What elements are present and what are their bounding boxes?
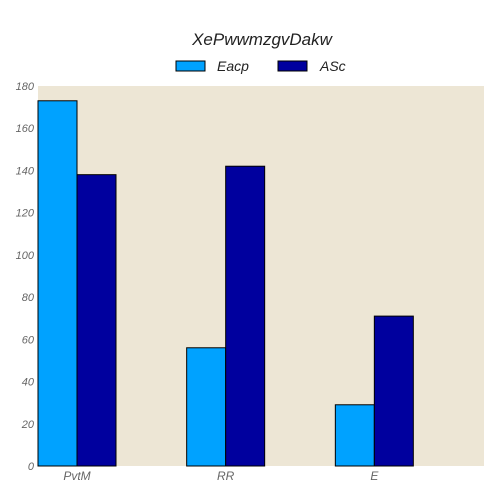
x-tick-label: RR [217, 469, 235, 483]
y-tick-label: 180 [16, 81, 35, 93]
y-tick-label: 100 [16, 250, 35, 262]
y-tick-label: 0 [28, 461, 35, 473]
y-tick-label: 80 [22, 292, 35, 304]
bar-eacp-e [334, 404, 375, 467]
bar-asc-rr [225, 165, 266, 467]
legend-label-asc: ASc [319, 58, 346, 74]
y-tick-label: 160 [16, 123, 35, 135]
y-axis-ticks: 0 20 40 60 80 100 120 140 160 180 [16, 81, 35, 473]
legend-swatch-asc [277, 60, 308, 72]
y-tick-label: 20 [21, 419, 35, 431]
bars [37, 100, 414, 467]
y-tick-label: 60 [22, 334, 35, 346]
legend-swatch-eacp [175, 60, 206, 72]
bar-asc-e [373, 315, 414, 467]
y-tick-label: 140 [16, 165, 35, 177]
bar-asc-pvtm [76, 174, 117, 467]
x-tick-label: PvtM [63, 469, 90, 483]
bar-eacp-rr [186, 347, 227, 467]
x-axis-ticks: PvtM RR E [63, 469, 379, 483]
bar-eacp-pvtm [37, 100, 78, 467]
chart-title: XePwwmzgvDakw [191, 30, 334, 49]
y-tick-label: 40 [22, 377, 35, 389]
y-tick-label: 120 [16, 208, 35, 220]
legend: Eacp ASc [175, 58, 346, 74]
legend-label-eacp: Eacp [217, 58, 249, 74]
x-tick-label: E [370, 469, 379, 483]
